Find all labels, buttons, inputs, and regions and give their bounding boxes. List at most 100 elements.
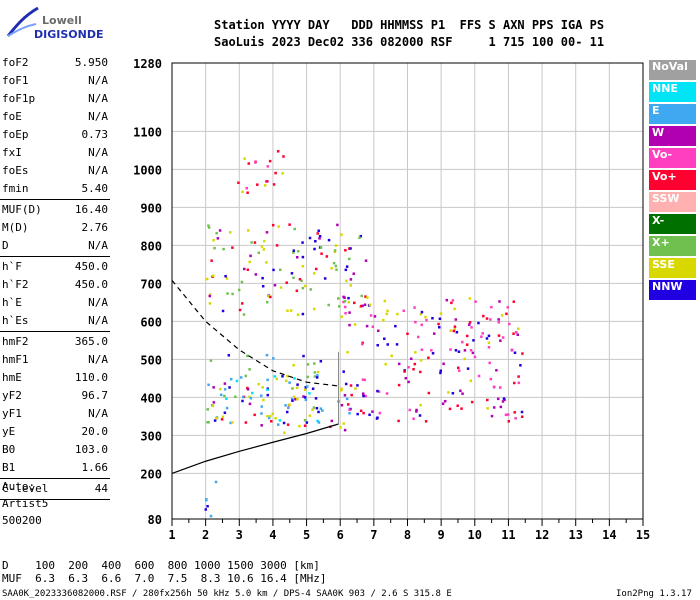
echo-point [231, 246, 234, 249]
echo-point [361, 392, 365, 395]
param-label: yE [2, 425, 16, 438]
echo-point [397, 383, 401, 387]
echo-point [302, 354, 305, 358]
echo-point [442, 362, 445, 366]
echo-point [424, 420, 428, 423]
x-tick-label: 5 [303, 528, 310, 542]
legend-item: Vo- [649, 148, 696, 168]
echo-point [248, 368, 251, 371]
echo-point [231, 421, 234, 424]
echo-point [226, 292, 229, 295]
echo-point [306, 375, 310, 379]
echo-point [466, 367, 470, 370]
echo-point [420, 310, 424, 314]
echo-point [414, 320, 417, 324]
echo-point [458, 369, 461, 372]
echo-point [288, 223, 291, 226]
param-label: foEs [2, 164, 29, 177]
y-tick-label: 80 [148, 513, 162, 527]
echo-point [430, 349, 433, 352]
echo-point [213, 246, 216, 250]
echo-point [424, 315, 427, 319]
echo-point [521, 352, 524, 355]
echo-point [207, 226, 211, 229]
echo-point [308, 414, 312, 417]
echo-point [445, 298, 449, 302]
echo-point [246, 191, 249, 194]
echo-point [298, 424, 301, 428]
echo-point [477, 374, 481, 378]
plot-frame [171, 62, 644, 520]
echo-point [418, 414, 422, 417]
param-row: h`E N/A [0, 294, 110, 312]
y-tick-label: 800 [140, 239, 162, 253]
echo-point [284, 404, 287, 407]
x-tick-label: 14 [602, 528, 616, 542]
echo-point [513, 411, 516, 414]
y-tick-label: 400 [140, 391, 162, 405]
param-value: N/A [88, 239, 108, 252]
echo-point [413, 306, 416, 309]
echo-point [364, 259, 368, 262]
param-row: hmF2 365.0 [0, 333, 110, 351]
legend-item: NoVal [649, 60, 696, 80]
echo-point [224, 274, 227, 278]
echo-point [498, 300, 501, 303]
param-value: 103.0 [74, 443, 108, 456]
echo-point [348, 408, 351, 411]
echo-point [386, 343, 389, 346]
y-tick-label: 1000 [133, 163, 162, 177]
echo-point [231, 292, 234, 296]
echo-point [265, 261, 268, 264]
param-value: N/A [88, 74, 108, 87]
echo-point [292, 276, 295, 280]
echo-point [485, 337, 489, 340]
echo-point [290, 272, 294, 275]
echo-point [234, 395, 237, 398]
echo-point [343, 296, 346, 299]
param-separator [0, 478, 110, 479]
echo-point [247, 229, 250, 232]
echo-point [516, 333, 519, 337]
echo-point [512, 381, 516, 385]
echo-point [450, 301, 453, 305]
distance-row: D 100 200 400 600 800 1000 1500 3000 [km… [2, 559, 320, 572]
echo-point [316, 419, 319, 423]
param-row: foF1p N/A [0, 90, 110, 108]
legend-item: X- [649, 214, 696, 234]
logo-text-digisonde: DIGISONDE [34, 28, 104, 41]
y-tick-label: 600 [140, 315, 162, 329]
echo-point [319, 407, 323, 410]
echo-point [474, 300, 477, 303]
param-label: B1 [2, 461, 16, 474]
echo-point [294, 398, 297, 401]
param-row: hmF1 N/A [0, 351, 110, 369]
y-tick-label: 700 [140, 277, 162, 291]
echo-point [490, 305, 493, 309]
echo-point [248, 395, 251, 399]
echo-point [225, 397, 228, 401]
echo-point [336, 223, 339, 227]
echo-point [452, 329, 456, 333]
polarization-legend: NoVal NNE E W Vo- Vo+ SSW X- X+ SSE NNW [649, 60, 696, 302]
echo-point [340, 387, 343, 391]
echo-point [304, 386, 308, 389]
echo-point [451, 391, 455, 395]
echo-point [269, 420, 273, 423]
echo-point [409, 357, 413, 361]
auto-version: 500200 [2, 514, 42, 527]
echo-point [471, 351, 475, 355]
param-row: M(D) 2.76 [0, 219, 110, 237]
echo-point [327, 238, 331, 242]
echo-point [517, 327, 520, 330]
echo-point [246, 354, 249, 358]
echo-point [278, 419, 282, 422]
echo-point [377, 390, 381, 393]
param-label: yF1 [2, 407, 22, 420]
echo-point [265, 353, 269, 357]
echo-point [353, 323, 357, 326]
echo-point [301, 264, 305, 268]
echo-point [481, 332, 484, 335]
param-label: D [2, 239, 9, 252]
echo-point [457, 350, 461, 353]
